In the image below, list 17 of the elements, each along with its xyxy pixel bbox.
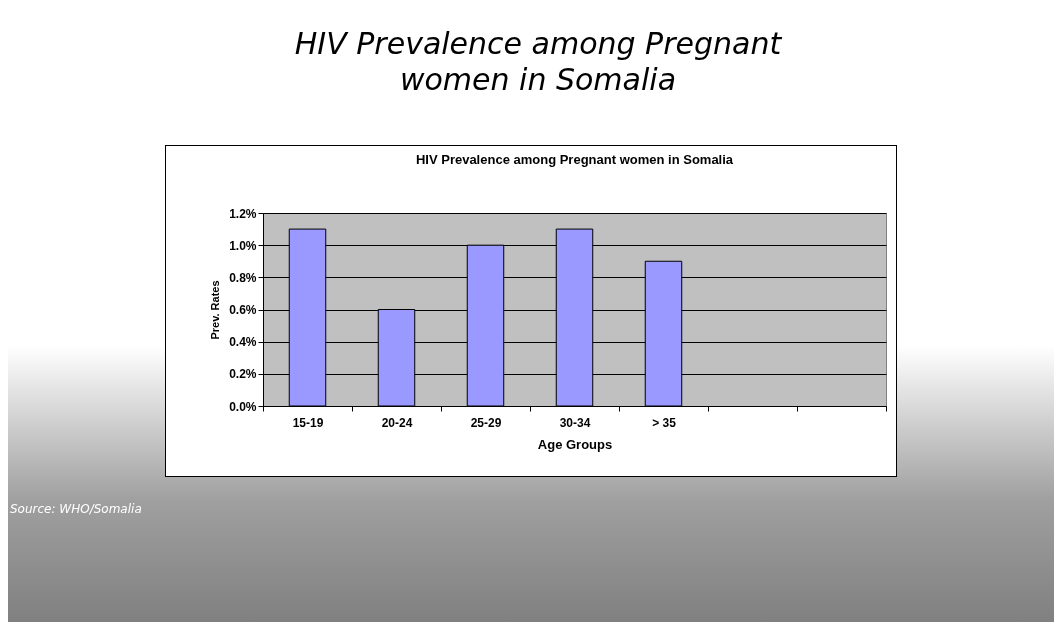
y-tick-label: 0.4% bbox=[229, 335, 257, 350]
x-tick-label: 25-29 bbox=[470, 415, 502, 430]
chart-title: HIV Prevalence among Pregnant women in Somalia bbox=[293, 26, 783, 98]
y-axis-title: Prev. Rates bbox=[209, 280, 222, 340]
x-axis-title: Age Groups bbox=[537, 436, 613, 452]
x-tick-label: 15-19 bbox=[292, 415, 324, 430]
y-tick-label: 0.6% bbox=[229, 303, 257, 317]
x-tick-label: 20-24 bbox=[381, 415, 413, 430]
y-tick-label: 1.2% bbox=[229, 206, 257, 221]
y-tick-label: 1.0% bbox=[229, 238, 257, 253]
y-tick-label: 0.0% bbox=[229, 399, 257, 414]
x-tick-label: > 35 bbox=[652, 415, 677, 430]
chart-subtitle: HIV Prevalence among Pregnant women in Somalia bbox=[415, 152, 734, 167]
x-tick-label: 30-34 bbox=[559, 415, 591, 430]
source-note: Source: WHO/Somalia bbox=[10, 502, 142, 516]
y-tick-label: 0.8% bbox=[229, 270, 257, 285]
y-tick-label: 0.2% bbox=[229, 367, 257, 382]
